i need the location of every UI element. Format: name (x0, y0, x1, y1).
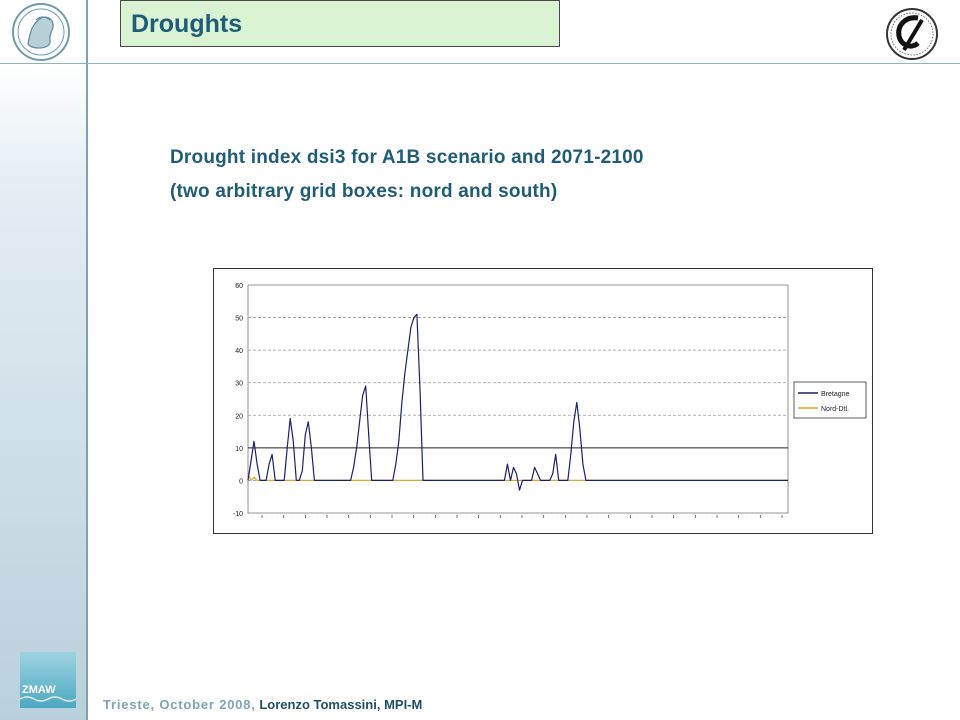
institute-emblem-logo (886, 8, 938, 60)
mpg-minerva-logo (12, 3, 70, 61)
chart-legend: Bretagne Nord-Dtl. (793, 381, 867, 419)
y-tick-label: 0 (239, 478, 243, 485)
legend-label-nord-dtl: Nord-Dtl. (821, 406, 849, 413)
y-tick-label: 40 (235, 348, 243, 355)
y-tick-label: -10 (233, 511, 243, 518)
drought-index-chart: -10 0 10 20 30 40 50 60 Bretagne Nord-Dtl. (213, 268, 873, 534)
subtitle-line-1: Drought index dsi3 for A1B scenario and … (170, 147, 644, 168)
y-tick-label: 10 (235, 446, 243, 453)
plot-area (247, 284, 789, 514)
vertical-divider (86, 0, 88, 720)
legend-label-bretagne: Bretagne (821, 391, 850, 398)
y-tick-label: 30 (235, 381, 243, 388)
footer-text: Trieste, October 2008, Lorenzo Tomassini… (103, 697, 422, 712)
y-tick-label: 20 (235, 413, 243, 420)
svg-text:ZMAW: ZMAW (22, 684, 56, 696)
y-tick-label: 60 (235, 283, 243, 290)
y-tick-label: 50 (235, 316, 243, 323)
footer-location-date: Trieste, October 2008, (103, 697, 256, 712)
series-line-bretagne (247, 313, 788, 491)
page-title: Droughts (131, 10, 243, 38)
title-box: Droughts (120, 0, 560, 47)
zmaw-logo: ZMAW (20, 652, 76, 708)
legend-box (793, 381, 867, 419)
footer-author: Lorenzo Tomassini, MPI-M (255, 697, 423, 712)
subtitle-line-2: (two arbitrary grid boxes: nord and sout… (170, 181, 558, 202)
left-sidebar-strip (0, 64, 86, 720)
header-divider (0, 63, 960, 64)
